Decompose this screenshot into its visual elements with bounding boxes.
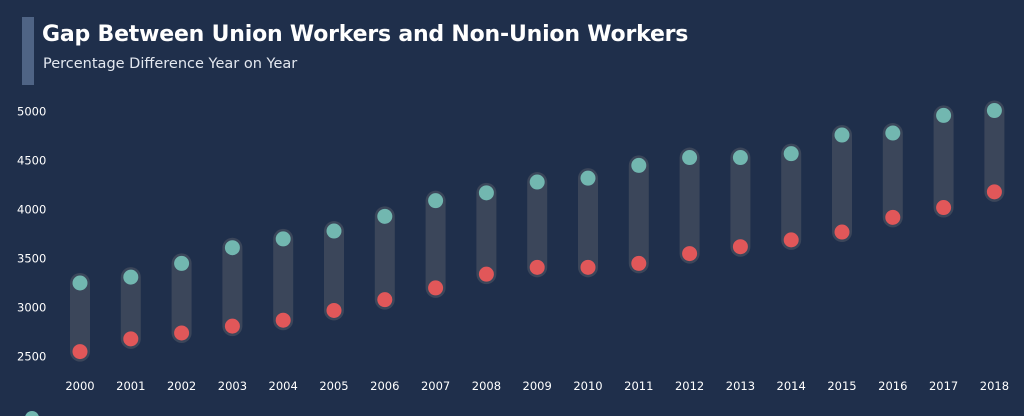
x-tick-label: 2018 xyxy=(980,379,1009,393)
x-tick-label: 2010 xyxy=(573,379,602,393)
x-tick-label: 2009 xyxy=(523,379,552,393)
x-tick-label: 2014 xyxy=(777,379,806,393)
chart-subtitle: Percentage Difference Year on Year xyxy=(43,56,298,72)
point-group xyxy=(72,103,1002,360)
point-series-1[interactable] xyxy=(986,103,1002,119)
point-series-2[interactable] xyxy=(377,292,393,308)
point-series-2[interactable] xyxy=(529,259,545,275)
y-tick-label: 4000 xyxy=(17,203,46,217)
connector-group xyxy=(70,100,1005,362)
point-series-1[interactable] xyxy=(580,170,596,186)
point-series-2[interactable] xyxy=(885,209,901,225)
point-series-2[interactable] xyxy=(682,246,698,262)
chart-title: Gap Between Union Workers and Non-Union … xyxy=(42,22,689,47)
y-tick-label: 2500 xyxy=(17,350,46,364)
point-series-1[interactable] xyxy=(936,107,952,123)
point-series-2[interactable] xyxy=(275,312,291,328)
x-tick-label: 2005 xyxy=(319,379,348,393)
point-series-1[interactable] xyxy=(275,231,291,247)
x-tick-label: 2013 xyxy=(726,379,755,393)
point-series-1[interactable] xyxy=(478,185,494,201)
x-tick-label: 2001 xyxy=(116,379,145,393)
point-series-1[interactable] xyxy=(123,269,139,285)
point-series-2[interactable] xyxy=(224,318,240,334)
point-series-1[interactable] xyxy=(732,150,748,166)
legend-swatch-union xyxy=(25,411,39,416)
point-series-2[interactable] xyxy=(428,280,444,296)
x-tick-label: 2008 xyxy=(472,379,501,393)
point-series-1[interactable] xyxy=(529,174,545,190)
point-series-2[interactable] xyxy=(986,184,1002,200)
x-tick-label: 2011 xyxy=(624,379,653,393)
y-axis: 2500 3000 3500 4000 4500 5000 xyxy=(17,105,46,364)
y-tick-label: 5000 xyxy=(17,105,46,119)
point-series-1[interactable] xyxy=(885,125,901,141)
x-tick-label: 2002 xyxy=(167,379,196,393)
point-series-2[interactable] xyxy=(732,239,748,255)
x-tick-label: 2017 xyxy=(929,379,958,393)
point-series-1[interactable] xyxy=(377,208,393,224)
x-axis: 2000 2001 2002 2003 2004 2005 2006 2007 2008 2009… xyxy=(65,379,1009,393)
title-accent-bar xyxy=(22,17,34,85)
point-series-1[interactable] xyxy=(224,240,240,256)
y-tick-label: 3500 xyxy=(17,252,46,266)
point-series-2[interactable] xyxy=(123,331,139,347)
point-series-1[interactable] xyxy=(682,150,698,166)
point-series-2[interactable] xyxy=(631,255,647,271)
x-tick-label: 2015 xyxy=(827,379,856,393)
point-series-2[interactable] xyxy=(174,325,190,341)
point-series-2[interactable] xyxy=(326,302,342,318)
x-tick-label: 2006 xyxy=(370,379,399,393)
x-tick-label: 2000 xyxy=(65,379,94,393)
point-series-1[interactable] xyxy=(783,146,799,162)
point-series-1[interactable] xyxy=(326,223,342,239)
x-tick-label: 2012 xyxy=(675,379,704,393)
x-tick-label: 2003 xyxy=(218,379,247,393)
point-series-2[interactable] xyxy=(783,232,799,248)
point-series-2[interactable] xyxy=(478,266,494,282)
point-series-2[interactable] xyxy=(72,344,88,360)
point-series-1[interactable] xyxy=(631,157,647,173)
x-tick-label: 2007 xyxy=(421,379,450,393)
y-tick-label: 3000 xyxy=(17,301,46,315)
point-series-1[interactable] xyxy=(174,255,190,271)
point-series-1[interactable] xyxy=(72,275,88,291)
point-series-2[interactable] xyxy=(834,224,850,240)
point-series-2[interactable] xyxy=(580,259,596,275)
x-tick-label: 2016 xyxy=(878,379,907,393)
x-tick-label: 2004 xyxy=(269,379,298,393)
y-tick-label: 4500 xyxy=(17,154,46,168)
point-series-1[interactable] xyxy=(428,193,444,209)
point-series-1[interactable] xyxy=(834,127,850,143)
point-series-2[interactable] xyxy=(936,200,952,216)
